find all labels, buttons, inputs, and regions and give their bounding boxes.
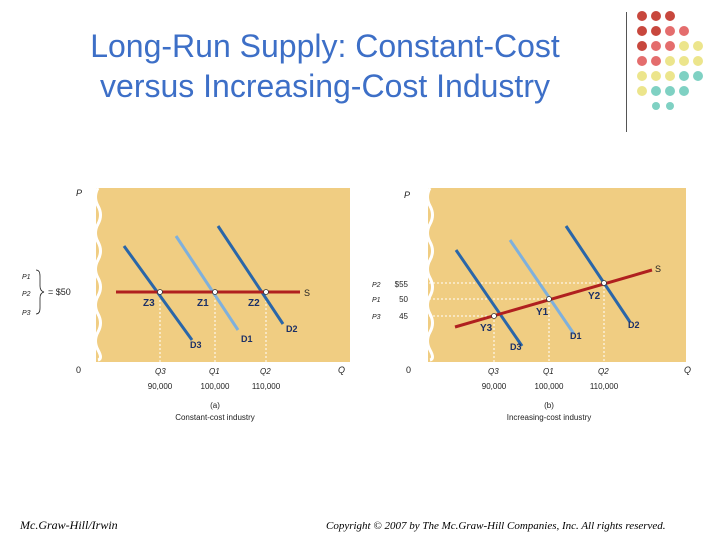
panel-a-caption: Constant-cost industry bbox=[175, 413, 255, 422]
panel-a-q-label-q3: Q3 bbox=[155, 367, 166, 376]
panel-a-origin-label: 0 bbox=[76, 365, 81, 375]
panel-b-q-value-2: 100,000 bbox=[535, 382, 564, 391]
panel-b-point-y3 bbox=[491, 313, 497, 319]
title-line-1: Long-Run Supply: Constant-Cost bbox=[90, 28, 560, 64]
decorative-dot-grid bbox=[637, 11, 703, 110]
panel-b-x-axis-label: Q bbox=[684, 365, 691, 375]
panel-b-demand-label-d3: D3 bbox=[510, 342, 522, 352]
panel-a-demand-label-d2: D2 bbox=[286, 324, 298, 334]
panel-a-price-value: = $50 bbox=[48, 287, 71, 297]
panel-b-origin-label: 0 bbox=[406, 365, 411, 375]
panel-b-demand-d2 bbox=[564, 225, 632, 323]
panel-b-supply-curve bbox=[454, 268, 653, 329]
panel-a-q-value-3: 110,000 bbox=[252, 382, 281, 391]
panel-a-price-label-1: P1 bbox=[22, 274, 31, 281]
panel-b-demand-label-d2: D2 bbox=[628, 320, 640, 330]
panel-a-q-value-1: 90,000 bbox=[148, 382, 173, 391]
panel-b-q-value-3: 110,000 bbox=[590, 382, 619, 391]
panel-a-price-label-3: P3 bbox=[22, 310, 31, 317]
footer-copyright: Copyright © 2007 by The Mc.Graw-Hill Com… bbox=[326, 520, 666, 532]
title-line-2: versus Increasing-Cost Industry bbox=[100, 68, 550, 104]
panel-b: P 0 Q P2 P1 P3 $55 50 45 S Y3 Y1 Y2 D3 D… bbox=[372, 187, 691, 422]
panel-b-point-y2 bbox=[601, 280, 607, 286]
panel-a-q-label-q2: Q2 bbox=[260, 367, 271, 376]
panel-b-demand-d1 bbox=[508, 239, 576, 335]
panel-b-q-label-q1: Q1 bbox=[543, 367, 554, 376]
panel-b-price-value-1: $55 bbox=[395, 280, 409, 289]
panel-b-price-label-1: P2 bbox=[372, 282, 381, 289]
panel-b-price-value-3: 45 bbox=[399, 312, 408, 321]
panel-a-point-label-z1: Z1 bbox=[197, 298, 209, 309]
panel-a-background bbox=[96, 188, 350, 362]
panel-a-q-label-q1: Q1 bbox=[209, 367, 220, 376]
panel-b-price-label-2: P1 bbox=[372, 297, 381, 304]
panel-a-point-label-z2: Z2 bbox=[248, 298, 260, 309]
panel-b-q-label-q2: Q2 bbox=[598, 367, 609, 376]
panel-a-point-z2 bbox=[263, 289, 269, 295]
panel-a-price-label-2: P2 bbox=[22, 291, 31, 298]
panel-b-caption: Increasing-cost industry bbox=[507, 413, 591, 422]
panel-a-axis-break bbox=[94, 187, 102, 362]
panel-b-q-value-1: 90,000 bbox=[482, 382, 507, 391]
panel-b-price-value-2: 50 bbox=[399, 295, 408, 304]
panel-a-y-axis-label: P bbox=[76, 188, 82, 198]
slide-title: Long-Run Supply: Constant-Cost versus In… bbox=[20, 26, 630, 106]
panel-a-x-axis-label: Q bbox=[338, 365, 345, 375]
panel-b-y-axis-label: P bbox=[404, 190, 410, 200]
panel-a-demand-label-d1: D1 bbox=[241, 334, 253, 344]
panel-b-background bbox=[428, 188, 686, 362]
panel-a-q-value-2: 100,000 bbox=[201, 382, 230, 391]
panel-a-demand-d1 bbox=[174, 235, 240, 331]
panel-b-point-label-y3: Y3 bbox=[480, 323, 493, 334]
panel-a-tag: (a) bbox=[210, 401, 220, 410]
panel-b-q-label-q3: Q3 bbox=[488, 367, 499, 376]
panel-b-supply-label: S bbox=[655, 264, 661, 274]
panel-a-point-label-z3: Z3 bbox=[143, 298, 155, 309]
footer-publisher: Mc.Graw-Hill/Irwin bbox=[20, 518, 118, 532]
panel-b-demand-label-d1: D1 bbox=[570, 331, 582, 341]
panel-a-point-z3 bbox=[157, 289, 163, 295]
panel-a-price-brace bbox=[35, 269, 45, 315]
panel-b-tag: (b) bbox=[544, 401, 554, 410]
panel-a-point-z1 bbox=[212, 289, 218, 295]
panel-b-axis-break bbox=[426, 187, 434, 362]
panel-a: P 0 Q P1 P2 P3 = $50 S Z3 Z1 Z2 D3 D1 D2… bbox=[22, 187, 350, 422]
panel-b-point-label-y1: Y1 bbox=[536, 307, 549, 318]
panel-a-demand-d3 bbox=[122, 245, 194, 341]
panel-b-price-label-3: P3 bbox=[372, 314, 381, 321]
panel-a-demand-label-d3: D3 bbox=[190, 340, 202, 350]
panel-b-demand-d3 bbox=[454, 249, 524, 347]
panel-a-supply-label: S bbox=[304, 288, 310, 298]
panel-a-demand-d2 bbox=[216, 225, 285, 325]
title-divider bbox=[626, 12, 627, 132]
panel-b-point-label-y2: Y2 bbox=[588, 291, 601, 302]
panel-b-point-y1 bbox=[546, 296, 552, 302]
